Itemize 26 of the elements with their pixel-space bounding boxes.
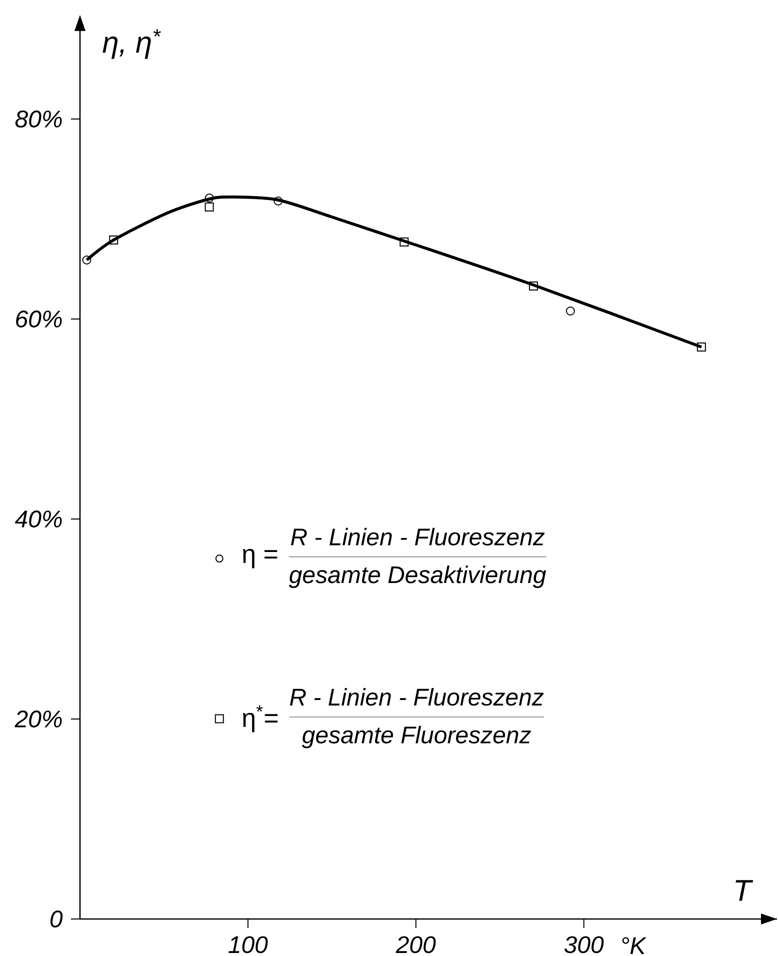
y-tick-label: 60% bbox=[16, 310, 62, 328]
legend-label: η$^{*}$= bbox=[242, 705, 278, 732]
point bbox=[204, 202, 214, 212]
annotation: gesamte Desaktivierung bbox=[288, 566, 546, 588]
y-tick-label: 80% bbox=[15, 110, 62, 128]
x-tick-label: 200 bbox=[396, 936, 436, 954]
annotation: R - Linien - Fluoreszenz bbox=[290, 528, 545, 546]
point bbox=[109, 236, 118, 244]
y-tick-label: 0 bbox=[50, 910, 63, 928]
point bbox=[204, 194, 214, 202]
y-tick-label: 40% bbox=[14, 510, 62, 528]
y-axis-title: η, η$^{*}$ bbox=[102, 29, 161, 59]
annotation: gesamte Fluoreszenz bbox=[302, 726, 531, 748]
point bbox=[566, 306, 575, 316]
annotation: R - Linien - Fluoreszenz bbox=[290, 688, 544, 706]
text: °K bbox=[622, 937, 647, 954]
point bbox=[696, 342, 706, 352]
point bbox=[82, 256, 92, 264]
x-axis-title: T bbox=[736, 880, 754, 901]
point bbox=[528, 281, 538, 290]
x-tick-label: 300 bbox=[564, 936, 604, 954]
legend-label: η = bbox=[242, 548, 278, 568]
y-tick-label: 20% bbox=[14, 710, 62, 728]
point bbox=[400, 238, 409, 246]
x-tick-label: 100 bbox=[228, 936, 268, 954]
point bbox=[274, 196, 283, 206]
